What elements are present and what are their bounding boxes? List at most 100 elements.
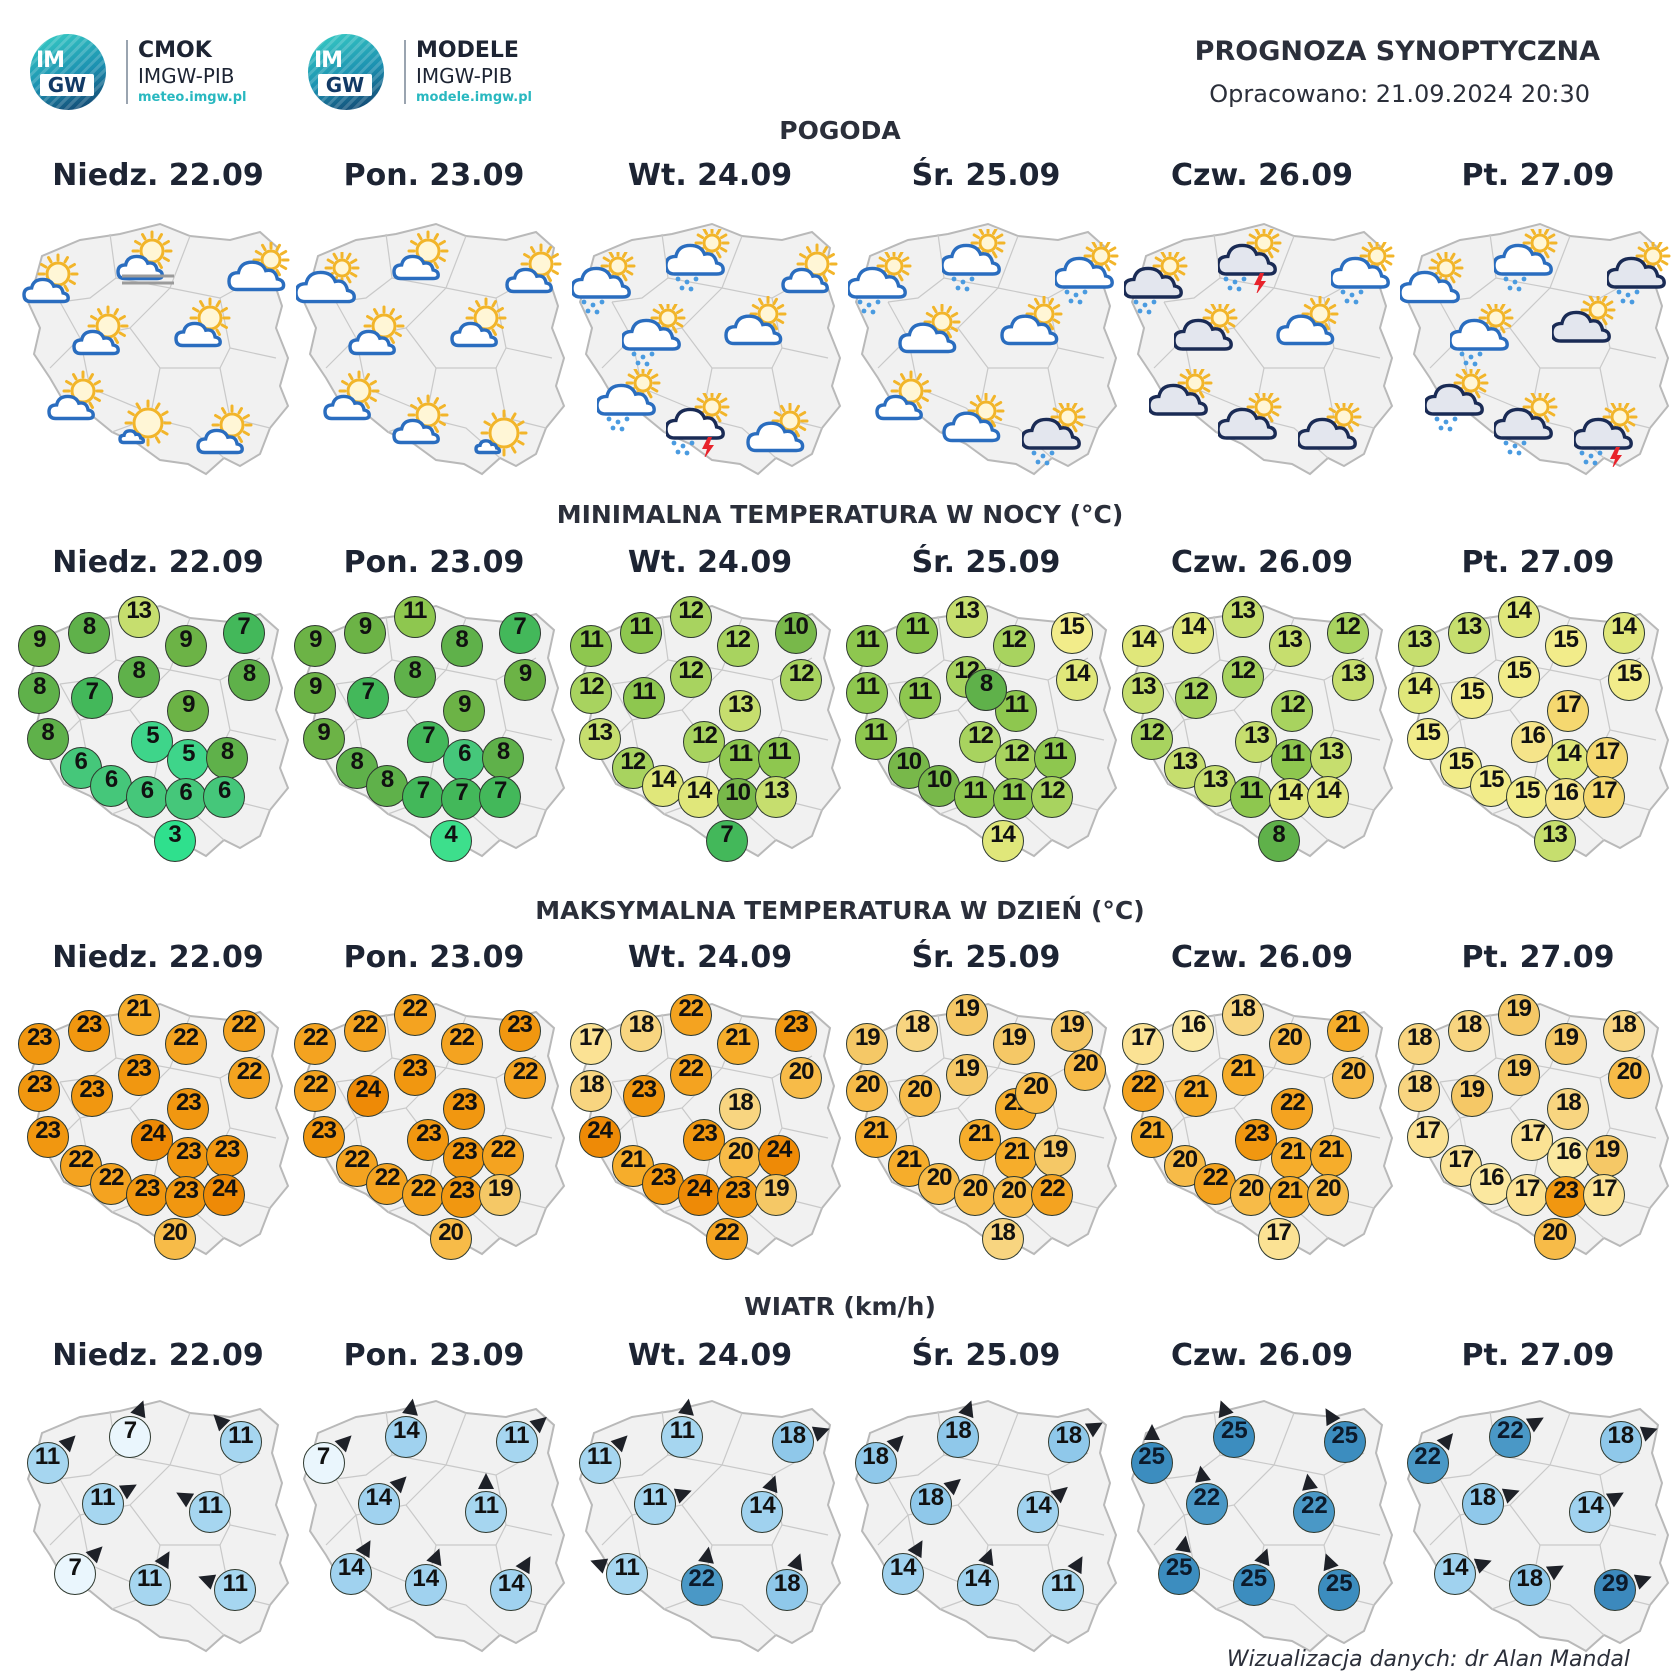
wind-arrow-icon xyxy=(1219,1399,1235,1418)
wind-value: 14 xyxy=(385,1398,428,1458)
section-title-weather: POGODA xyxy=(779,116,901,145)
temperature-value: 8 xyxy=(117,656,160,698)
temperature-value: 23 xyxy=(1544,1176,1587,1219)
day-label: Wt. 24.09 xyxy=(627,545,793,580)
wind-value: 29 xyxy=(1594,1569,1652,1611)
imgw-logo-mark: IM GW xyxy=(308,34,384,110)
wind-value: 18 xyxy=(771,1420,830,1463)
day-label: Śr. 25.09 xyxy=(911,940,1061,975)
temperature-value: 11 xyxy=(846,624,889,667)
wind-arrow-icon xyxy=(1194,1465,1211,1483)
temperature-value: 23 xyxy=(117,1054,160,1096)
temperature-value: 11 xyxy=(758,736,800,779)
temperature-value: 19 xyxy=(945,994,988,1037)
day-label: Niedz. 22.09 xyxy=(52,940,264,975)
temperature-value: 12 xyxy=(716,624,759,667)
temperature-value: 12 xyxy=(683,721,726,763)
wind-value: 11 xyxy=(633,1483,692,1526)
temperature-value: 12 xyxy=(1271,689,1314,732)
wind-value: 14 xyxy=(490,1556,533,1611)
wind-value: 14 xyxy=(1017,1486,1069,1533)
temperature-value: 19 xyxy=(1497,1054,1540,1096)
temperature-value: 22 xyxy=(1271,1087,1314,1130)
temperature-value: 23 xyxy=(407,1119,450,1161)
temperature-value: 11 xyxy=(992,778,1035,821)
wind-value: 25 xyxy=(1213,1399,1256,1458)
temperature-value: 6 xyxy=(203,775,246,818)
temperature-value: 12 xyxy=(1031,775,1074,818)
temperature-value: 8 xyxy=(68,611,110,654)
cmok-logo[interactable]: IM GW CMOK IMGW-PIB meteo.imgw.pl xyxy=(30,34,290,114)
temperature-value: 19 xyxy=(479,1173,522,1216)
wind-value: 18 xyxy=(766,1553,809,1611)
weather-map-4 xyxy=(1124,218,1400,478)
wind-arrow-icon xyxy=(1323,1553,1339,1572)
temperature-value: 7 xyxy=(705,819,748,862)
logo-url[interactable]: meteo.imgw.pl xyxy=(138,90,247,105)
wind-arrow-icon xyxy=(1436,1432,1453,1451)
temperature-value: 12 xyxy=(570,671,613,714)
wind-arrow-icon xyxy=(85,1546,103,1564)
tmin-map-4: 14 14 13 13 12 13 12 13 12 12 12 13 11 13 13 13 11 14 14 8 xyxy=(1122,596,1400,862)
temperature-value: 18 xyxy=(1547,1087,1590,1130)
logo-org: IMGW-PIB xyxy=(138,64,235,88)
temperature-value: 15 xyxy=(1608,658,1651,701)
temperature-value: 13 xyxy=(1235,721,1278,763)
temperature-value: 8 xyxy=(18,671,61,714)
wind-map-1: 7 14 11 14 11 14 14 14 xyxy=(296,1395,572,1655)
temperature-value: 15 xyxy=(1544,624,1587,667)
wind-value: 25 xyxy=(1158,1535,1201,1596)
day-label: Pon. 23.09 xyxy=(343,940,525,975)
temperature-value: 19 xyxy=(992,1022,1035,1065)
wind-value: 7 xyxy=(54,1546,103,1596)
temperature-value: 9 xyxy=(504,658,547,701)
temperature-value: 9 xyxy=(443,689,486,732)
temperature-value: 23 xyxy=(68,1009,110,1052)
temperature-value: 8 xyxy=(335,747,378,789)
wind-value: 18 xyxy=(1047,1420,1103,1463)
wind-arrow-icon xyxy=(130,1399,146,1418)
temperature-value: 11 xyxy=(570,624,613,667)
temperature-value: 24 xyxy=(758,1134,800,1177)
temperature-value: 22 xyxy=(1122,1069,1165,1112)
wind-value: 22 xyxy=(1406,1432,1453,1484)
modele-logo[interactable]: IM GW MODELE IMGW-PIB modele.imgw.pl xyxy=(308,34,568,114)
temperature-value: 13 xyxy=(1398,624,1441,667)
wind-arrow-icon xyxy=(198,1574,217,1590)
temperature-value: 22 xyxy=(669,1054,712,1096)
temperature-value: 15 xyxy=(1450,676,1493,719)
wind-arrow-icon xyxy=(610,1435,628,1452)
temperature-value: 15 xyxy=(1050,611,1093,654)
wind-arrow-icon xyxy=(673,1488,692,1504)
day-label: Pt. 27.09 xyxy=(1461,545,1615,580)
wind-arrow-icon xyxy=(590,1559,609,1575)
temperature-value: 24 xyxy=(578,1116,621,1159)
section-title-tmin: MINIMALNA TEMPERATURA W NOCY (°C) xyxy=(556,500,1124,529)
data-credit: Wizualizacja danych: dr Alan Mandal xyxy=(1226,1647,1630,1672)
temperature-value: 19 xyxy=(1034,1134,1076,1177)
temperature-value: 20 xyxy=(1014,1072,1057,1115)
wind-value: 11 xyxy=(198,1569,257,1611)
temperature-value: 23 xyxy=(167,1087,210,1130)
temperature-value: 22 xyxy=(705,1217,748,1260)
temperature-value: 11 xyxy=(620,611,662,654)
wind-value: 11 xyxy=(26,1435,76,1484)
wind-arrow-icon xyxy=(958,1399,974,1418)
temperature-value: 20 xyxy=(898,1074,941,1117)
temperature-value: 23 xyxy=(716,1176,759,1219)
temperature-value: 19 xyxy=(1450,1074,1493,1117)
temperature-value: 13 xyxy=(1194,765,1237,808)
temperature-value: 20 xyxy=(992,1176,1035,1219)
temperature-value: 11 xyxy=(953,775,996,818)
temperature-value: 22 xyxy=(294,1069,337,1112)
temperature-value: 21 xyxy=(1174,1074,1217,1117)
wind-value: 14 xyxy=(1569,1491,1625,1533)
temperature-value: 21 xyxy=(1268,1176,1311,1219)
tmin-map-0: 9 8 13 9 7 8 8 8 7 9 8 5 5 8 6 6 6 6 6 3 xyxy=(18,596,296,862)
logo-url[interactable]: modele.imgw.pl xyxy=(416,90,532,105)
wind-arrow-icon xyxy=(515,1556,531,1575)
temperature-value: 18 xyxy=(719,1087,762,1130)
wind-value: 14 xyxy=(956,1548,999,1606)
wind-value: 22 xyxy=(1489,1415,1545,1458)
weather-map-5 xyxy=(1400,218,1676,478)
